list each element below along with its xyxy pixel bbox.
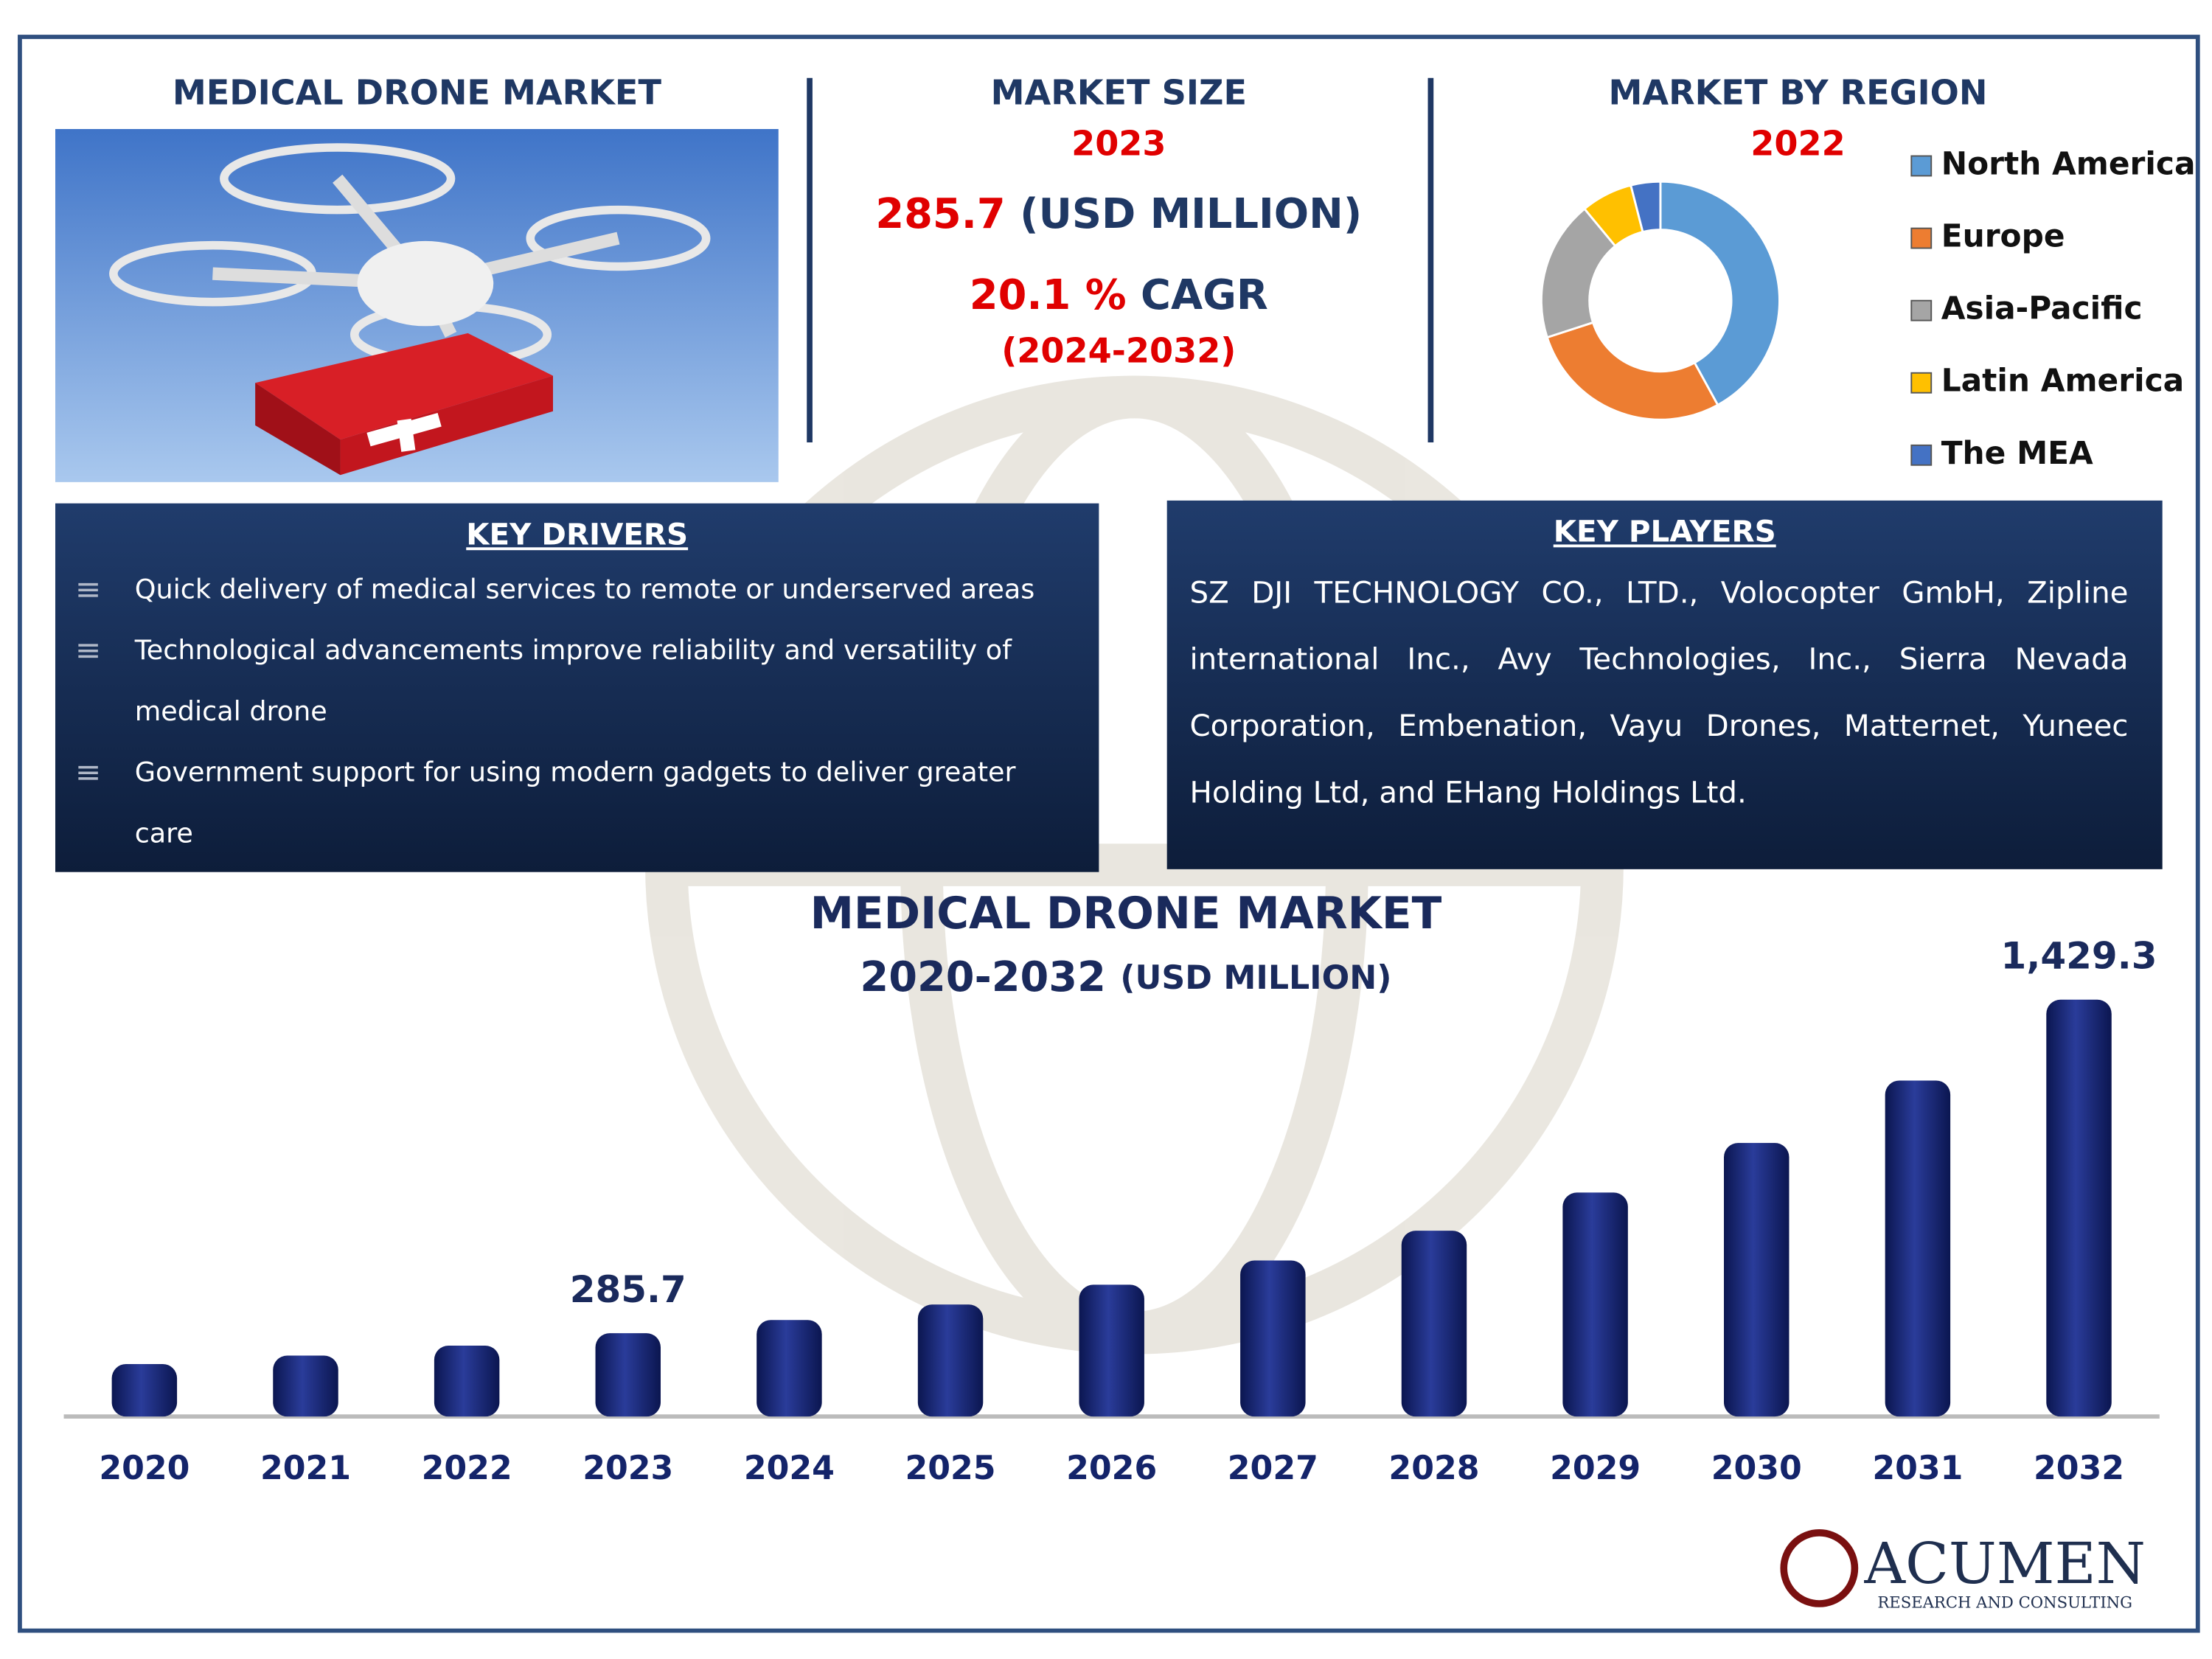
- bar-subtitle: 2020-2032: [860, 953, 1105, 1001]
- legend-label: North America: [1941, 146, 2196, 182]
- x-tick-label: 2029: [1550, 1450, 1641, 1487]
- players-panel: [1166, 500, 2163, 869]
- drone-title: MEDICAL DRONE MARKET: [173, 72, 662, 112]
- drivers-content: KEY DRIVERS ≡ Quick delivery of medical s…: [75, 517, 1071, 865]
- drivers-panel: [55, 503, 1099, 872]
- bar: [2046, 999, 2112, 1417]
- region-year: 2022: [1750, 124, 1845, 164]
- region-title: MARKET BY REGION: [1608, 72, 1987, 112]
- driver-icon: ≡: [74, 572, 102, 608]
- legend-swatch: [1910, 372, 1933, 394]
- market-size-year: 2023: [1071, 124, 1166, 164]
- driver-item: ≡ Government support for using modern gad…: [75, 743, 1071, 865]
- bar-unit: (USD MILLION): [1120, 959, 1391, 997]
- bar-title: MEDICAL DRONE MARKET: [810, 888, 1442, 939]
- bar: [1240, 1260, 1306, 1417]
- bar: [595, 1333, 661, 1417]
- legend-label: Latin America: [1941, 363, 2185, 399]
- market-size-unit: (USD MILLION): [1020, 190, 1362, 238]
- bar-subtitle-line: 2020-2032 (USD MILLION): [860, 953, 1391, 1001]
- x-tick-label: 2028: [1388, 1450, 1479, 1487]
- bar: [757, 1320, 822, 1417]
- drone-illustration: [55, 129, 779, 482]
- donut-slice: [1659, 180, 1781, 407]
- bar: [1562, 1192, 1628, 1417]
- x-tick-label: 2022: [422, 1450, 512, 1487]
- x-tick-label: 2021: [260, 1450, 351, 1487]
- players-text: SZ DJI TECHNOLOGY CO., LTD., Volocopter …: [1189, 575, 2129, 810]
- x-tick-label: 2032: [2034, 1450, 2124, 1487]
- x-tick-label: 2020: [99, 1450, 189, 1487]
- drivers-title: KEY DRIVERS: [466, 517, 689, 552]
- x-tick-label: 2026: [1066, 1450, 1157, 1487]
- bar: [1079, 1284, 1144, 1417]
- logo: ACUMEN RESEARCH AND CONSULTING: [1780, 1529, 2146, 1612]
- cagr-line: 20.1 % CAGR: [970, 271, 1268, 319]
- market-size-line: 285.7 (USD MILLION): [875, 190, 1362, 238]
- bar: [917, 1304, 984, 1417]
- donut-slice: [1629, 180, 1662, 234]
- cagr-period: (2024-2032): [1001, 330, 1236, 370]
- bar: [1401, 1231, 1467, 1417]
- x-tick-label: 2025: [905, 1450, 996, 1487]
- legend-label: Europe: [1941, 218, 2065, 254]
- driver-item: ≡ Technological advancements improve reli…: [75, 621, 1071, 742]
- x-tick-label: 2027: [1228, 1450, 1318, 1487]
- x-tick-label: 2031: [1872, 1450, 1963, 1487]
- market-size-title: MARKET SIZE: [991, 72, 1247, 112]
- legend-label: The MEA: [1941, 435, 2093, 471]
- logo-tagline: RESEARCH AND CONSULTING: [1877, 1593, 2132, 1612]
- players-title: KEY PLAYERS: [1553, 515, 1776, 549]
- legend-label: Asia-Pacific: [1941, 291, 2143, 327]
- cagr-value: 20.1 %: [970, 271, 1127, 319]
- x-tick-label: 2023: [582, 1450, 673, 1487]
- logo-name: ACUMEN: [1864, 1531, 2146, 1597]
- bar: [111, 1363, 178, 1417]
- legend-swatch: [1910, 155, 1933, 177]
- market-size-value: 285.7: [875, 190, 1005, 238]
- driver-item: ≡ Quick delivery of medical services to r…: [75, 560, 1071, 622]
- driver-text: Government support for using modern gadg…: [134, 757, 1016, 849]
- cagr-label: CAGR: [1141, 271, 1268, 319]
- bar: [434, 1346, 500, 1417]
- x-tick-label: 2024: [744, 1450, 835, 1487]
- donut-slice: [1545, 321, 1719, 421]
- driver-icon: ≡: [74, 633, 102, 669]
- driver-text: Technological advancements improve relia…: [134, 635, 1012, 728]
- players-content: KEY PLAYERS SZ DJI TECHNOLOGY CO., LTD.,…: [1189, 515, 2129, 810]
- value-label: 1,429.3: [2001, 935, 2157, 978]
- driver-text: Quick delivery of medical services to re…: [134, 574, 1035, 606]
- legend-swatch: [1910, 444, 1933, 466]
- value-label: 285.7: [570, 1268, 686, 1311]
- bar: [1724, 1143, 1790, 1417]
- driver-icon: ≡: [74, 756, 102, 792]
- x-tick-label: 2030: [1711, 1450, 1802, 1487]
- bar: [273, 1355, 338, 1417]
- bar: [1885, 1080, 1951, 1417]
- legend-swatch: [1910, 227, 1933, 249]
- legend-swatch: [1910, 299, 1933, 321]
